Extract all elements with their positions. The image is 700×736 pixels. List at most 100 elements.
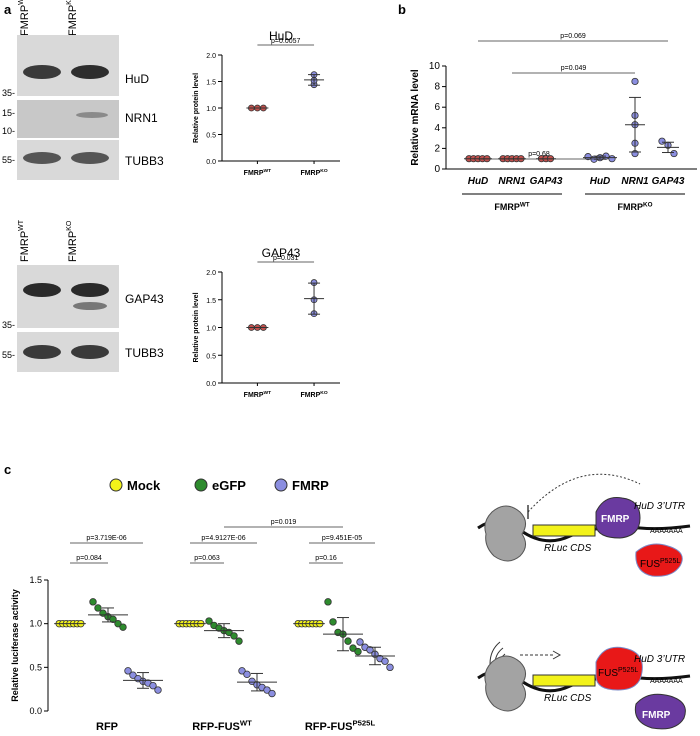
utr-label: HuD 3’UTR bbox=[634, 654, 685, 665]
chart-title: HuD bbox=[269, 29, 293, 43]
y-tick-label: 1.0 bbox=[29, 619, 42, 629]
p-value: p=0.031 bbox=[273, 255, 299, 262]
fmrp-point bbox=[129, 671, 137, 679]
cds-label: RLuc CDS bbox=[544, 693, 592, 704]
chart-title: GAP43 bbox=[262, 246, 301, 260]
fmrp-point bbox=[263, 686, 271, 694]
translation-arrow-head bbox=[552, 650, 562, 660]
lane-label-ko: FMRPKO bbox=[66, 220, 79, 262]
ribosome-icon bbox=[484, 655, 526, 712]
y-tick-label: 8 bbox=[434, 82, 440, 93]
fus-label: FUSP525L bbox=[598, 667, 638, 679]
hud-band-ko bbox=[71, 65, 109, 79]
p-value: p=0.019 bbox=[271, 519, 297, 526]
repression-arrow bbox=[527, 473, 641, 513]
p-value: p=0.084 bbox=[76, 555, 102, 562]
marker-55: 55- bbox=[2, 155, 15, 165]
marker-10: 10- bbox=[2, 126, 15, 136]
fmrp-protein bbox=[634, 693, 686, 730]
egfp-point bbox=[230, 632, 238, 640]
p-value: p=9.451E-05 bbox=[322, 535, 362, 542]
legend-marker bbox=[109, 478, 123, 492]
p-value: p=0.063 bbox=[194, 555, 220, 562]
tubb3-band-wt bbox=[23, 345, 61, 359]
nrn1-band-ko bbox=[76, 112, 108, 118]
egfp-point bbox=[329, 618, 337, 626]
band-label-nrn1: NRN1 bbox=[125, 111, 158, 125]
band-label-tubb3: TUBB3 bbox=[125, 346, 164, 360]
polya-label: AAAAAAA bbox=[650, 678, 683, 685]
gap43-band-ko bbox=[71, 283, 109, 297]
y-tick-label: 0.5 bbox=[29, 662, 42, 672]
y-tick-label: 2.0 bbox=[206, 53, 216, 60]
group-label: RFP-FUSWT bbox=[192, 719, 252, 733]
fmrp-point bbox=[356, 638, 364, 646]
category-label: HuD bbox=[590, 176, 611, 187]
schematic-fmrp-repression: FMRP HuD 3’UTR RLuc CDS AAAAAAA FUSP525L bbox=[477, 473, 691, 577]
y-tick-label: 0.5 bbox=[206, 133, 216, 140]
fmrp-point bbox=[386, 663, 394, 672]
y-tick-label: 0.5 bbox=[206, 353, 216, 360]
nrn1-blot bbox=[17, 100, 119, 138]
marker-35: 35- bbox=[2, 88, 15, 98]
hud-protein-chart: 0.0 0.5 1.0 1.5 2.0 HuD Relative protein level… bbox=[193, 29, 340, 177]
x-tick-label: FMRPWT bbox=[244, 390, 271, 399]
egfp-point bbox=[354, 647, 362, 656]
lane-label-wt: FMRPWT bbox=[18, 219, 31, 262]
category-label: NRN1 bbox=[498, 176, 526, 187]
schematic-fus-displacement: FUSP525L HuD 3’UTR RLuc CDS AAAAAAA FMRP bbox=[477, 641, 691, 730]
tubb3-band-ko bbox=[71, 345, 109, 359]
legend-marker bbox=[194, 478, 208, 492]
category-label: HuD bbox=[468, 176, 489, 187]
gap43-blot bbox=[17, 265, 119, 328]
y-tick-label: 0.0 bbox=[206, 159, 216, 166]
p-value: p=0.68 bbox=[528, 151, 550, 158]
band-label-tubb3: TUBB3 bbox=[125, 154, 164, 168]
tubb3-band-ko bbox=[71, 152, 109, 164]
y-tick-label: 0.0 bbox=[29, 706, 42, 716]
band-label-gap43: GAP43 bbox=[125, 292, 164, 306]
fmrp-point bbox=[268, 689, 276, 698]
y-tick-label: 0.0 bbox=[206, 381, 216, 388]
panel-label-c: c bbox=[4, 462, 11, 477]
western-blot-top: FMRPWT FMRPKO HuD NRN1 TUBB3 35- 15- 10-… bbox=[2, 0, 164, 180]
group-label: FMRPKO bbox=[618, 201, 653, 212]
gap43-protein-chart: 0.0 0.5 1.0 1.5 2.0 GAP43 Relative protein lev… bbox=[193, 246, 340, 399]
ko-point bbox=[631, 77, 639, 86]
fmrp-label: FMRP bbox=[601, 514, 630, 525]
legend-marker bbox=[274, 478, 288, 492]
rluc-cds bbox=[532, 524, 596, 537]
y-axis-label: Relative protein level bbox=[193, 73, 200, 143]
gap43-band-ko-lower bbox=[73, 302, 107, 310]
p-value: p=0.069 bbox=[560, 33, 586, 40]
fmrp-point bbox=[238, 667, 246, 675]
fmrp-point bbox=[248, 677, 256, 686]
y-tick-label: 10 bbox=[429, 61, 441, 72]
p-value: p=4.9127E-06 bbox=[201, 535, 245, 542]
y-axis-label: Relative luciferase activity bbox=[10, 589, 20, 702]
fmrp-point bbox=[124, 667, 132, 675]
x-tick-label: FMRPWT bbox=[244, 168, 271, 177]
fus-label: FUSP525L bbox=[640, 558, 680, 570]
fmrp-point bbox=[154, 686, 162, 694]
egfp-point bbox=[344, 637, 352, 645]
cds-label: RLuc CDS bbox=[544, 543, 592, 554]
lane-label-wt: FMRPWT bbox=[18, 0, 31, 36]
y-tick-label: 4 bbox=[434, 123, 440, 134]
tubb3-band-wt bbox=[23, 152, 61, 164]
y-axis-label: Relative protein level bbox=[193, 292, 200, 362]
lane-label-ko: FMRPKO bbox=[66, 0, 79, 36]
rluc-cds bbox=[532, 674, 596, 687]
marker-35: 35- bbox=[2, 320, 15, 330]
legend-label: FMRP bbox=[292, 478, 329, 493]
fus-protein bbox=[595, 646, 643, 691]
y-tick-label: 2.0 bbox=[206, 270, 216, 277]
marker-55: 55- bbox=[2, 350, 15, 360]
fmrp-point bbox=[149, 681, 157, 690]
legend-label: Mock bbox=[127, 478, 161, 493]
category-label: NRN1 bbox=[621, 176, 649, 187]
egfp-point bbox=[109, 615, 117, 623]
y-tick-label: 0 bbox=[434, 164, 440, 175]
